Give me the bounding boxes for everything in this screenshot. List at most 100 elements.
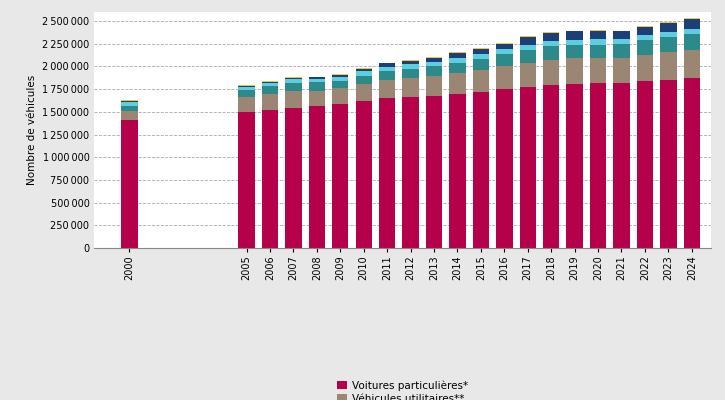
Bar [355, 84, 372, 100]
Bar [239, 112, 254, 248]
Bar [566, 84, 583, 248]
Bar [660, 22, 676, 23]
Bar [684, 50, 700, 78]
Bar [520, 87, 536, 248]
Bar [543, 60, 560, 85]
Bar [473, 48, 489, 49]
Bar [309, 77, 325, 79]
Bar [543, 41, 560, 46]
Bar [309, 76, 325, 77]
Bar [285, 83, 302, 91]
Bar [379, 63, 395, 64]
Bar [239, 97, 254, 112]
Bar [379, 67, 395, 72]
Bar [473, 49, 489, 54]
Bar [355, 76, 372, 84]
Bar [332, 74, 349, 75]
Bar [285, 79, 302, 83]
Bar [496, 43, 513, 44]
Bar [450, 63, 465, 73]
Bar [613, 44, 629, 58]
Bar [473, 92, 489, 248]
Bar [426, 66, 442, 76]
Bar [285, 91, 302, 108]
Bar [450, 94, 465, 248]
Bar [239, 90, 254, 97]
Bar [566, 31, 583, 40]
Bar [355, 72, 372, 76]
Bar [684, 29, 700, 34]
Bar [520, 37, 536, 45]
Bar [590, 58, 606, 83]
Bar [332, 80, 349, 88]
Bar [121, 111, 138, 120]
Bar [496, 54, 513, 66]
Y-axis label: Nombre de véhicules: Nombre de véhicules [27, 75, 36, 185]
Bar [613, 30, 629, 31]
Bar [450, 58, 465, 63]
Bar [566, 40, 583, 45]
Bar [239, 85, 254, 86]
Bar [660, 37, 676, 52]
Bar [262, 110, 278, 248]
Bar [520, 50, 536, 63]
Bar [402, 69, 419, 78]
Bar [426, 62, 442, 66]
Bar [543, 32, 560, 33]
Bar [332, 104, 349, 248]
Bar [450, 52, 465, 53]
Bar [684, 78, 700, 248]
Bar [309, 79, 325, 82]
Bar [121, 106, 138, 111]
Bar [285, 78, 302, 79]
Bar [402, 64, 419, 69]
Bar [379, 98, 395, 248]
Bar [520, 36, 536, 37]
Bar [613, 58, 629, 83]
Bar [355, 69, 372, 72]
Bar [660, 52, 676, 80]
Bar [520, 45, 536, 50]
Bar [543, 33, 560, 41]
Bar [590, 83, 606, 248]
Bar [402, 78, 419, 97]
Bar [262, 82, 278, 83]
Bar [379, 72, 395, 80]
Bar [543, 46, 560, 60]
Bar [613, 31, 629, 39]
Bar [332, 75, 349, 77]
Bar [262, 86, 278, 94]
Bar [637, 26, 653, 27]
Bar [496, 89, 513, 248]
Bar [566, 45, 583, 58]
Bar [637, 27, 653, 35]
Bar [239, 87, 254, 90]
Bar [590, 39, 606, 45]
Bar [309, 82, 325, 90]
Bar [684, 34, 700, 50]
Bar [332, 88, 349, 104]
Bar [566, 58, 583, 84]
Bar [590, 30, 606, 31]
Bar [450, 73, 465, 94]
Bar [121, 102, 138, 106]
Bar [262, 81, 278, 82]
Bar [309, 106, 325, 248]
Bar [520, 63, 536, 87]
Bar [402, 60, 419, 64]
Bar [379, 80, 395, 98]
Bar [496, 49, 513, 54]
Bar [355, 68, 372, 69]
Bar [426, 57, 442, 58]
Bar [496, 44, 513, 49]
Bar [496, 66, 513, 89]
Bar [262, 83, 278, 86]
Bar [426, 58, 442, 62]
Bar [660, 23, 676, 32]
Bar [543, 85, 560, 248]
Bar [660, 32, 676, 37]
Bar [473, 54, 489, 59]
Bar [121, 120, 138, 248]
Bar [684, 19, 700, 29]
Bar [309, 90, 325, 106]
